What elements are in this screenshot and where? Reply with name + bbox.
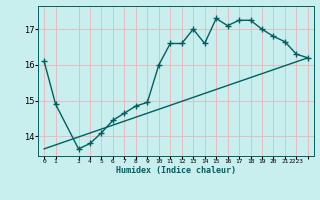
X-axis label: Humidex (Indice chaleur): Humidex (Indice chaleur) [116, 166, 236, 175]
